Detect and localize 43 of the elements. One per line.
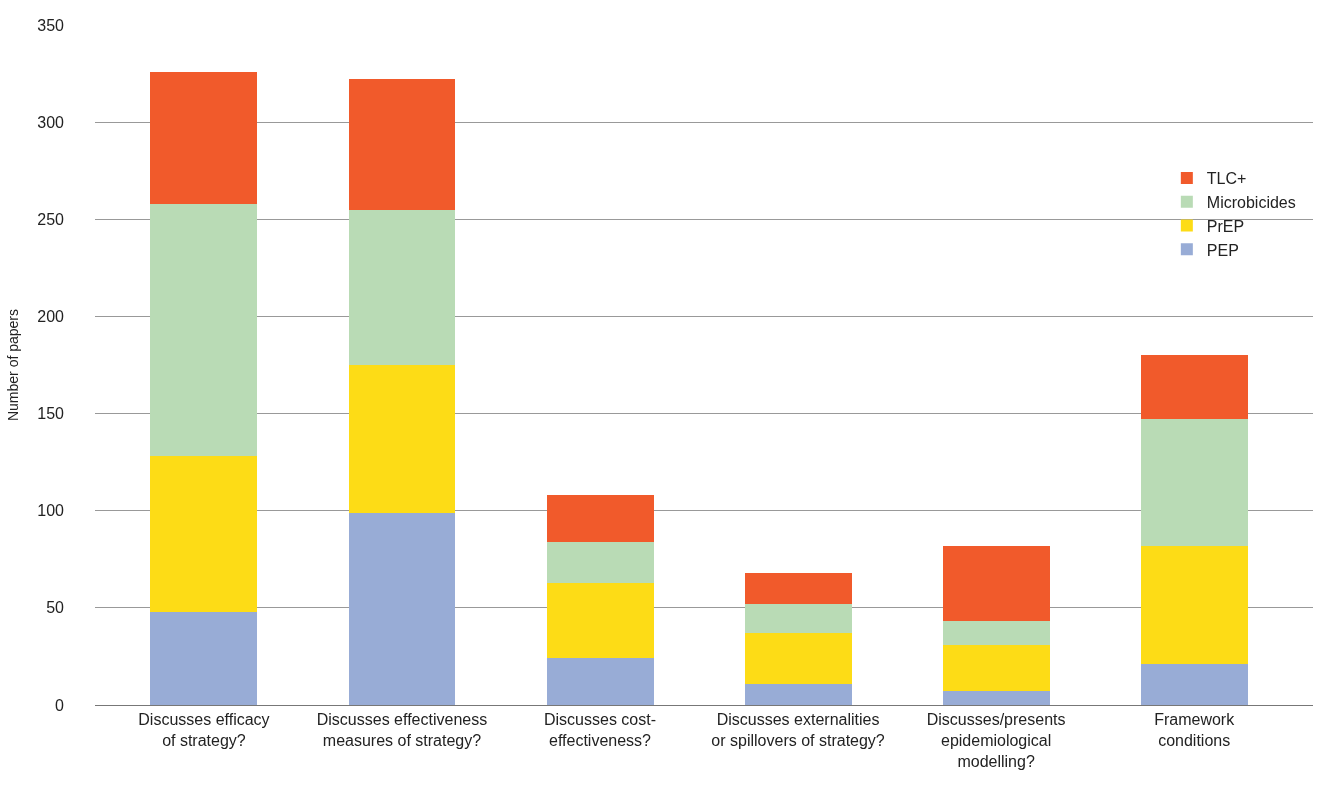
legend-label: Microbicides — [1206, 193, 1296, 211]
bar — [150, 611, 258, 705]
bar — [348, 512, 456, 705]
bar — [150, 71, 258, 204]
bar — [744, 633, 852, 684]
legend-label: PrEP — [1206, 217, 1245, 235]
bar — [942, 545, 1050, 622]
x-tick-label: Discusses externalities or spillovers of strategy? — [711, 711, 885, 749]
y-tick-label: 100 — [37, 502, 65, 520]
x-tick-label: Discusses efficacy of strategy? — [138, 711, 270, 749]
x-tick-label: Discusses effectiveness measures of strategy? — [316, 711, 488, 749]
y-tick-label: 200 — [37, 308, 65, 326]
bar — [1140, 545, 1248, 665]
bar — [348, 365, 456, 513]
y-tick-label: 350 — [37, 16, 65, 34]
bar — [150, 456, 258, 612]
bar — [942, 644, 1050, 692]
x-tick-label: Discusses cost- effectiveness? — [544, 711, 657, 749]
bar — [150, 203, 258, 457]
bar — [348, 209, 456, 365]
bar — [546, 582, 654, 659]
bar — [546, 541, 654, 583]
x-tick-label: Discusses/presents epidemiological modelling? — [926, 711, 1066, 770]
bar — [546, 658, 654, 705]
y-tick-label: 150 — [37, 405, 65, 423]
bar — [1140, 355, 1248, 420]
y-tick-label: 0 — [55, 696, 65, 714]
y-tick-label: 250 — [37, 210, 65, 228]
y-tick-label: 50 — [46, 599, 65, 617]
bar — [1140, 664, 1248, 705]
legend-label: PEP — [1206, 241, 1239, 259]
bar — [1140, 419, 1248, 546]
x-tick-label: Framework conditions — [1154, 711, 1236, 749]
legend-label: TLC+ — [1206, 170, 1247, 188]
bar — [744, 603, 852, 634]
bar — [744, 683, 852, 705]
y-axis-title: Number of papers — [4, 308, 21, 422]
bar — [744, 572, 852, 604]
bar — [942, 621, 1050, 645]
bar — [348, 79, 456, 210]
bar — [942, 691, 1050, 705]
bar — [546, 495, 654, 542]
y-tick-label: 300 — [37, 113, 65, 131]
